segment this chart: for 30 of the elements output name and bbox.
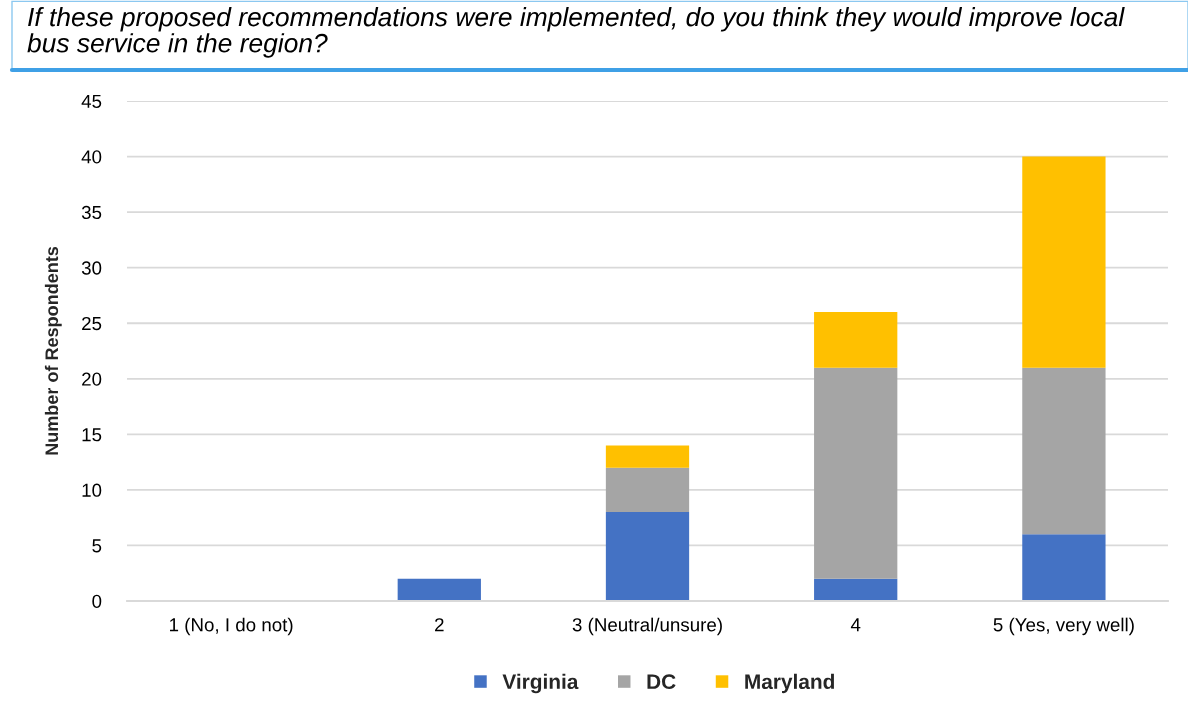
legend-label: Maryland — [745, 673, 834, 694]
bar — [605, 445, 690, 468]
bar — [1022, 534, 1106, 601]
y-tick-label: 10 — [82, 483, 102, 497]
x-tick-label: 1 (No, I do not) — [170, 617, 293, 636]
chart-title: If these proposed recommendations were implemented, do you think they would improve local bus service in the region? — [27, 7, 1125, 58]
x-tick-label: 4 — [850, 618, 861, 632]
y-tick-label: 30 — [81, 261, 102, 275]
bar — [1022, 156, 1106, 368]
y-tick-label: 0 — [92, 594, 102, 608]
bar — [1022, 367, 1106, 535]
y-tick-label: 45 — [81, 94, 102, 108]
legend-label: Virginia — [502, 673, 579, 694]
y-tick-label: 40 — [81, 150, 102, 164]
y-tick-label: 5 — [92, 539, 102, 553]
legend-label: DC — [647, 674, 676, 690]
bar — [814, 367, 898, 579]
bar — [605, 512, 690, 601]
bar — [814, 578, 898, 601]
x-tick-label: 2 — [435, 618, 444, 632]
y-tick-label: 25 — [82, 316, 102, 331]
x-tick-label: 3 (Neutral/unsure) — [572, 617, 722, 636]
y-tick-label: 20 — [82, 372, 102, 386]
x-tick-label: 5 (Yes, very well) — [993, 617, 1134, 636]
bar — [397, 578, 481, 601]
y-axis-title: Number of Respondents — [44, 246, 62, 455]
y-tick-label: 35 — [81, 205, 102, 220]
bar — [814, 312, 898, 368]
bar — [605, 467, 690, 513]
y-tick-label: 15 — [82, 428, 102, 442]
